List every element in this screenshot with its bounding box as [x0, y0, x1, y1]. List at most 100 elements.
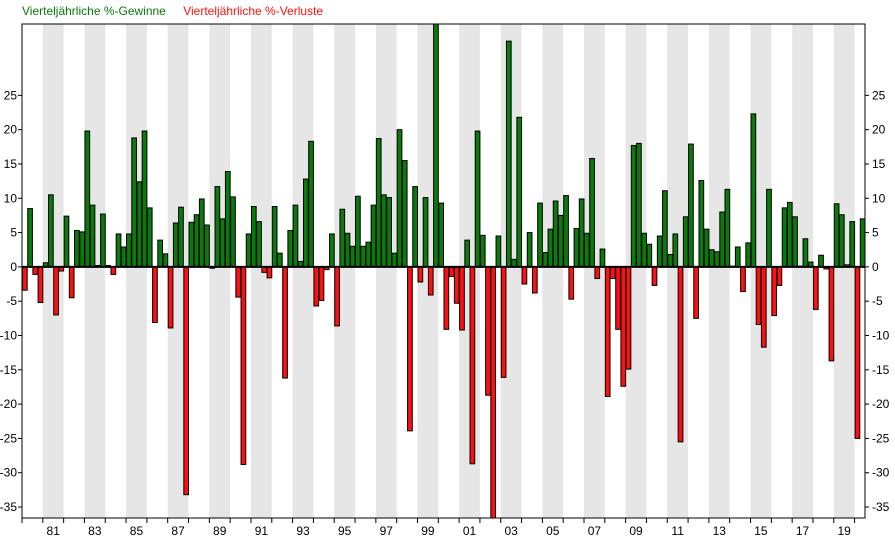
x-tick-label: 81	[47, 524, 61, 538]
x-tick-label: 99	[421, 524, 435, 538]
year-band	[84, 24, 106, 518]
gain-bar	[188, 221, 195, 268]
gain-bar	[245, 233, 252, 268]
gain-bar	[146, 207, 153, 268]
x-tick-label: 09	[629, 524, 643, 538]
gain-bar	[172, 222, 179, 268]
gain-bar	[63, 215, 70, 268]
gain-bar	[766, 188, 772, 268]
loss-bar	[625, 266, 632, 370]
gain-bar	[505, 40, 512, 268]
year-band	[167, 24, 189, 518]
gain-bar	[719, 211, 726, 268]
gain-bar	[276, 252, 283, 268]
gain-bar	[329, 233, 335, 268]
gain-bar	[308, 140, 314, 268]
gain-bar	[27, 208, 33, 268]
y-tick-label-left: -30	[0, 466, 17, 480]
loss-bar	[677, 266, 684, 443]
gain-bar	[433, 23, 439, 268]
plot-frame	[21, 23, 866, 519]
y-tick-label-left: -20	[0, 397, 17, 411]
gain-bar	[563, 195, 569, 268]
gain-bar	[516, 116, 523, 268]
loss-bar	[240, 266, 247, 465]
gain-bar	[708, 249, 715, 268]
gain-bar	[750, 113, 757, 268]
loss-bar	[266, 266, 273, 279]
gain-bar	[646, 243, 653, 268]
x-tick-label: 17	[796, 524, 810, 538]
gain-bar	[250, 206, 257, 268]
y-tick-label-left: -15	[0, 363, 17, 377]
loss-bar	[620, 266, 627, 387]
loss-bar	[318, 266, 325, 302]
loss-bar	[459, 266, 465, 331]
gain-bar	[688, 143, 694, 268]
gain-bar	[391, 252, 398, 268]
loss-bar	[693, 266, 699, 319]
gain-bar	[573, 227, 580, 268]
gain-bar	[271, 206, 278, 268]
gain-bar	[464, 239, 471, 268]
gain-bar	[292, 204, 299, 268]
gain-bar	[396, 129, 403, 268]
gain-bar	[422, 197, 429, 268]
gain-bar	[349, 245, 356, 268]
loss-bar	[604, 266, 611, 398]
gain-bar	[438, 202, 444, 268]
x-tick-label: 03	[504, 524, 518, 538]
loss-bar	[740, 266, 746, 293]
gain-bar	[89, 204, 96, 268]
loss-bar	[568, 266, 575, 300]
gain-bar	[412, 186, 418, 268]
gain-bar	[542, 251, 549, 268]
y-tick-label-left: -10	[0, 328, 17, 342]
loss-bar	[490, 266, 497, 519]
loss-bar	[183, 266, 190, 496]
year-band	[792, 24, 813, 518]
y-tick-label-left: -5	[6, 294, 17, 308]
loss-bar	[828, 266, 835, 362]
gain-bar	[287, 230, 294, 268]
gain-bar	[365, 241, 372, 268]
x-tick-label: 15	[754, 524, 768, 538]
year-band	[209, 24, 231, 518]
gain-bar	[48, 194, 54, 268]
x-tick-label: 13	[713, 524, 727, 538]
gain-bar	[100, 213, 106, 268]
loss-bar	[68, 266, 75, 299]
gain-bar	[578, 198, 585, 268]
y-tick-label-right: -25	[872, 431, 890, 445]
y-tick-label-left: 25	[4, 88, 18, 102]
year-band	[584, 24, 605, 518]
gain-bar	[599, 248, 606, 268]
gain-bar	[344, 232, 351, 268]
year-band	[292, 24, 314, 518]
y-tick-label-right: -15	[872, 363, 890, 377]
loss-bar	[610, 266, 616, 280]
gain-bar	[178, 206, 184, 268]
gain-bar	[204, 224, 210, 268]
y-tick-label-right: 15	[872, 157, 886, 171]
gain-bar	[219, 218, 226, 268]
loss-bar	[760, 266, 767, 348]
loss-bar	[334, 266, 340, 327]
gain-bar	[786, 201, 793, 268]
legend-gains: Vierteljährliche %-Gewinne	[22, 4, 166, 18]
y-tick-label-right: 5	[872, 226, 879, 240]
loss-bar	[417, 266, 424, 283]
y-tick-label-right: -35	[872, 500, 890, 514]
gain-bar	[656, 235, 663, 268]
loss-bar	[53, 266, 59, 316]
x-tick-label: 93	[296, 524, 310, 538]
gain-bar	[552, 200, 559, 268]
loss-bar	[854, 266, 861, 439]
loss-bar	[448, 266, 455, 277]
gain-bar	[526, 232, 533, 268]
loss-bar	[443, 266, 450, 330]
loss-bar	[110, 266, 117, 275]
y-tick-label-left: -35	[0, 500, 17, 514]
gain-bar	[636, 142, 642, 268]
